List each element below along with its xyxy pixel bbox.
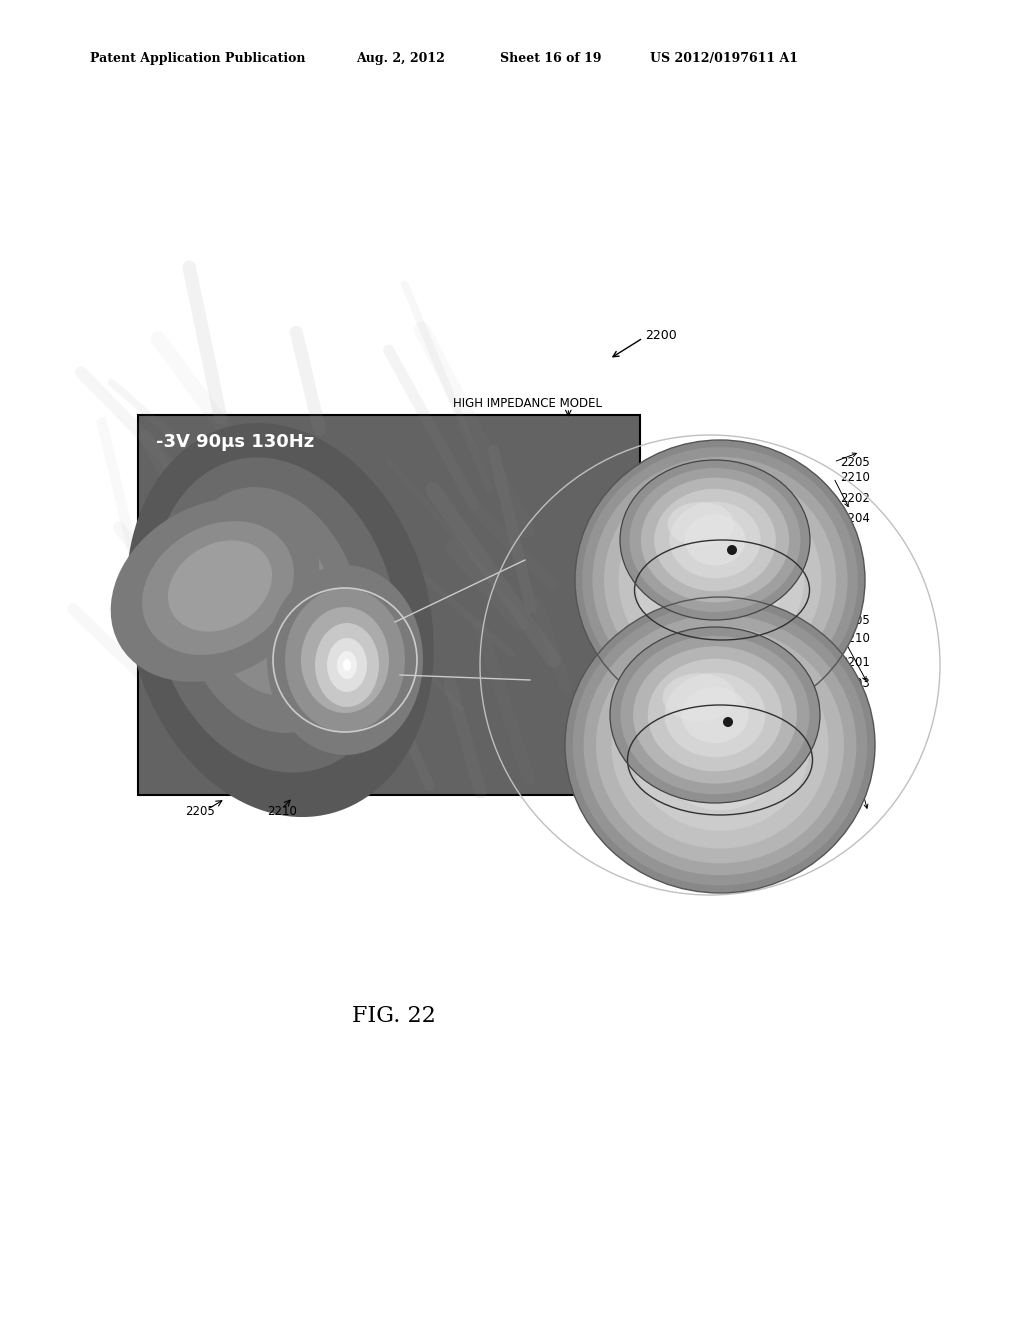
Text: HIGH IMPEDANCE MODEL: HIGH IMPEDANCE MODEL — [453, 397, 602, 411]
Text: 2202: 2202 — [840, 492, 869, 506]
Ellipse shape — [285, 587, 406, 733]
Text: 2203: 2203 — [840, 677, 869, 690]
Ellipse shape — [648, 659, 782, 771]
Ellipse shape — [565, 597, 874, 894]
Ellipse shape — [572, 605, 867, 886]
Ellipse shape — [674, 701, 767, 789]
Ellipse shape — [168, 540, 272, 631]
Ellipse shape — [656, 519, 783, 642]
Ellipse shape — [596, 627, 844, 863]
Ellipse shape — [152, 457, 398, 772]
Ellipse shape — [343, 659, 351, 671]
Ellipse shape — [126, 422, 434, 817]
Ellipse shape — [584, 615, 856, 875]
Text: FIG. 22: FIG. 22 — [352, 1006, 436, 1027]
Text: 2205: 2205 — [840, 455, 869, 469]
Text: 2210: 2210 — [266, 805, 297, 818]
Ellipse shape — [681, 686, 749, 743]
Ellipse shape — [315, 623, 379, 708]
Ellipse shape — [620, 459, 810, 620]
Text: 2201: 2201 — [840, 656, 869, 669]
Ellipse shape — [611, 642, 828, 849]
Ellipse shape — [652, 680, 788, 810]
Ellipse shape — [604, 469, 836, 692]
Ellipse shape — [583, 447, 858, 713]
Text: Aug. 2, 2012: Aug. 2, 2012 — [356, 51, 445, 65]
Ellipse shape — [575, 440, 865, 719]
Ellipse shape — [668, 502, 734, 546]
Text: 2205: 2205 — [840, 614, 869, 627]
Ellipse shape — [593, 457, 848, 704]
Text: US 2012/0197611 A1: US 2012/0197611 A1 — [650, 51, 799, 65]
Ellipse shape — [618, 482, 821, 678]
Ellipse shape — [201, 515, 335, 696]
Ellipse shape — [670, 502, 761, 578]
Text: Patent Application Publication: Patent Application Publication — [90, 51, 305, 65]
Ellipse shape — [633, 503, 749, 587]
Ellipse shape — [665, 673, 765, 758]
Ellipse shape — [337, 651, 357, 678]
Ellipse shape — [621, 636, 810, 795]
Ellipse shape — [301, 607, 389, 713]
Ellipse shape — [654, 488, 776, 591]
Text: 2204: 2204 — [840, 512, 869, 525]
Text: 2205: 2205 — [184, 805, 215, 818]
Text: LOW IMPEDANCE MODEL: LOW IMPEDANCE MODEL — [598, 722, 743, 735]
Ellipse shape — [633, 647, 797, 784]
Bar — [138, 414, 640, 795]
Ellipse shape — [177, 487, 362, 733]
Ellipse shape — [327, 638, 367, 692]
Ellipse shape — [142, 521, 294, 655]
Text: -3V 90μs 130Hz: -3V 90μs 130Hz — [156, 433, 314, 451]
Ellipse shape — [610, 627, 820, 803]
Ellipse shape — [111, 498, 319, 682]
Ellipse shape — [677, 539, 764, 622]
Ellipse shape — [224, 541, 307, 659]
Ellipse shape — [636, 499, 804, 661]
Ellipse shape — [627, 664, 751, 752]
Text: 2200: 2200 — [645, 329, 677, 342]
Text: 2210: 2210 — [840, 471, 869, 484]
Circle shape — [727, 545, 737, 554]
Ellipse shape — [663, 673, 736, 722]
Ellipse shape — [267, 565, 423, 755]
Circle shape — [723, 717, 733, 727]
Text: Sheet 16 of 19: Sheet 16 of 19 — [500, 51, 601, 65]
Text: 2210: 2210 — [840, 632, 869, 645]
Ellipse shape — [630, 469, 801, 612]
Ellipse shape — [685, 515, 745, 565]
Ellipse shape — [630, 659, 810, 830]
Ellipse shape — [641, 478, 790, 602]
